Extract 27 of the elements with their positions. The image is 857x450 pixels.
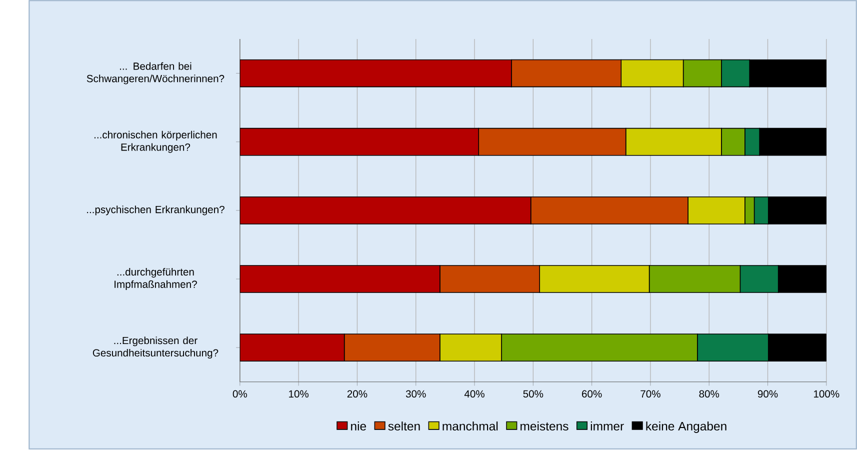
legend-label: immer: [590, 422, 624, 431]
x-tick-label: 90%: [758, 390, 778, 398]
x-tick-label: 40%: [464, 390, 484, 398]
x-tick-label: 30%: [406, 390, 426, 398]
x-tick-label: 50%: [523, 390, 544, 398]
x-tick-label: 10%: [289, 390, 309, 398]
y-tick-label: ... Bedarfen bei Schwangeren/Wöchnerinnen?: [86, 62, 224, 85]
bar: [240, 334, 345, 362]
bar: [240, 265, 440, 294]
x-tick-label: 0%: [232, 390, 248, 398]
x-tick-label: 20%: [347, 390, 368, 398]
legend-label: keine Angaben: [646, 422, 726, 434]
bar: [240, 196, 532, 225]
x-tick-label: 100%: [814, 390, 840, 398]
x-tick-label: 60%: [582, 390, 602, 398]
x-tick-label: 70%: [640, 390, 660, 398]
bar: [240, 128, 480, 156]
y-tick-label: ...Ergebnissen der Gesundheitsuntersuchung?: [92, 336, 218, 359]
y-tick-label: ...psychischen Erkrankungen?: [87, 206, 224, 216]
legend-label: meistens: [520, 422, 568, 431]
legend-label: manchmal: [442, 422, 498, 431]
y-tick-label: ...chronischen körperlichen Erkrankungen?: [94, 131, 217, 154]
bar: [240, 60, 512, 88]
x-tick-label: 80%: [699, 390, 720, 398]
legend-label: nie: [351, 422, 366, 431]
y-tick-label: ...durchgeführten Impfmaßnahmen?: [114, 268, 197, 290]
legend-label: selten: [388, 422, 420, 431]
